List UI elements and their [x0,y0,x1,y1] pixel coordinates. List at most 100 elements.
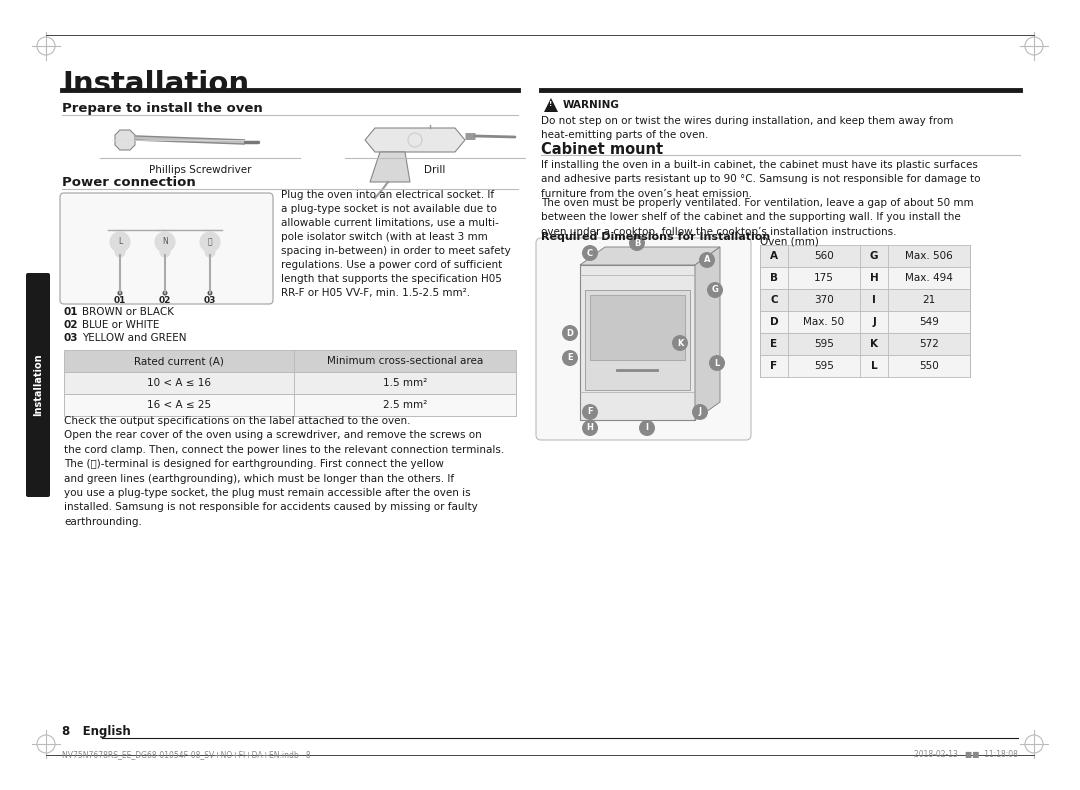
Circle shape [692,404,708,420]
Text: 8   English: 8 English [62,725,131,738]
Text: Oven (mm): Oven (mm) [760,237,819,247]
Circle shape [562,350,578,366]
Text: Prepare to install the oven: Prepare to install the oven [62,102,262,115]
Bar [760,289,970,311]
Text: Installation: Installation [62,70,249,98]
Circle shape [629,235,645,251]
Circle shape [162,291,167,295]
Text: 549: 549 [919,317,939,327]
Bar [585,290,690,390]
Text: B: B [634,239,640,247]
Circle shape [200,232,220,252]
Polygon shape [365,128,465,152]
Bar [760,355,970,377]
Circle shape [205,247,215,257]
Text: A: A [704,255,711,265]
Circle shape [562,325,578,341]
Circle shape [160,247,170,257]
Text: 572: 572 [919,339,939,349]
Text: YELLOW and GREEN: YELLOW and GREEN [82,333,187,343]
Text: 370: 370 [814,295,834,305]
FancyBboxPatch shape [26,273,50,497]
Polygon shape [696,247,720,420]
Text: 03: 03 [204,296,216,305]
Polygon shape [544,98,558,112]
Text: Phillips Screwdriver: Phillips Screwdriver [149,165,252,175]
Text: C: C [586,249,593,258]
Text: 595: 595 [814,339,834,349]
Text: 1.5 mm²: 1.5 mm² [383,378,427,388]
Text: 01: 01 [113,296,126,305]
Text: E: E [567,353,572,363]
Text: K: K [677,338,684,348]
Polygon shape [370,152,410,182]
Text: F: F [770,361,778,371]
Text: ⏚: ⏚ [207,238,213,246]
Text: Plug the oven into an electrical socket. If
a plug-type socket is not available : Plug the oven into an electrical socket.… [281,190,511,298]
Text: 175: 175 [814,273,834,283]
Bar [760,267,970,289]
Text: E: E [770,339,778,349]
Text: A: A [770,251,778,261]
Text: Max. 506: Max. 506 [905,251,953,261]
Bar [580,265,696,420]
Text: Check the output specifications on the label attached to the oven.
Open the rear: Check the output specifications on the l… [64,416,504,527]
Text: Installation: Installation [33,354,43,416]
FancyBboxPatch shape [536,238,751,440]
Text: Rated current (A): Rated current (A) [134,356,224,366]
Text: WARNING: WARNING [563,100,620,110]
Text: Max. 50: Max. 50 [804,317,845,327]
Circle shape [582,245,598,261]
Text: Drill: Drill [424,165,446,175]
Text: !: ! [550,101,553,107]
Text: The oven must be properly ventilated. For ventilation, leave a gap of about 50 m: The oven must be properly ventilated. Fo… [541,198,974,237]
Text: L: L [118,238,122,246]
Circle shape [708,355,725,371]
Text: Power connection: Power connection [62,176,195,189]
Circle shape [582,404,598,420]
Bar [64,350,516,372]
Text: L: L [714,359,719,367]
Text: BROWN or BLACK: BROWN or BLACK [82,307,174,317]
Text: 2018-02-13   ■■  11:18:08: 2018-02-13 ■■ 11:18:08 [914,750,1018,759]
Text: D: D [567,329,573,337]
Circle shape [699,252,715,268]
Bar [64,372,516,394]
Circle shape [118,291,122,295]
Text: I: I [872,295,876,305]
Text: BLUE or WHITE: BLUE or WHITE [82,320,160,330]
Text: H: H [869,273,878,283]
Text: G: G [869,251,878,261]
Text: L: L [870,361,877,371]
Text: H: H [586,423,593,432]
Text: 02: 02 [159,296,172,305]
Circle shape [582,420,598,436]
Text: 01: 01 [64,307,79,317]
Text: 2.5 mm²: 2.5 mm² [383,400,427,410]
Polygon shape [114,130,135,150]
Text: Max. 494: Max. 494 [905,273,953,283]
Text: Required Dimensions for Installation: Required Dimensions for Installation [541,232,770,242]
Text: 21: 21 [922,295,935,305]
Text: F: F [588,408,593,416]
Text: 02: 02 [64,320,79,330]
Bar [760,245,970,267]
Text: 03: 03 [64,333,79,343]
Text: 550: 550 [919,361,939,371]
Text: G: G [712,285,718,295]
Text: J: J [872,317,876,327]
Text: Cabinet mount: Cabinet mount [541,142,663,157]
Circle shape [114,247,125,257]
Text: Do not step on or twist the wires during installation, and keep them away from
h: Do not step on or twist the wires during… [541,116,954,140]
Text: 595: 595 [814,361,834,371]
Circle shape [707,282,723,298]
Text: B: B [770,273,778,283]
Circle shape [110,232,130,252]
Bar [760,311,970,333]
Bar [760,333,970,355]
Circle shape [639,420,654,436]
Text: I: I [646,423,648,432]
Bar [64,394,516,416]
Text: 10 < A ≤ 16: 10 < A ≤ 16 [147,378,211,388]
Text: Minimum cross-sectional area: Minimum cross-sectional area [327,356,483,366]
